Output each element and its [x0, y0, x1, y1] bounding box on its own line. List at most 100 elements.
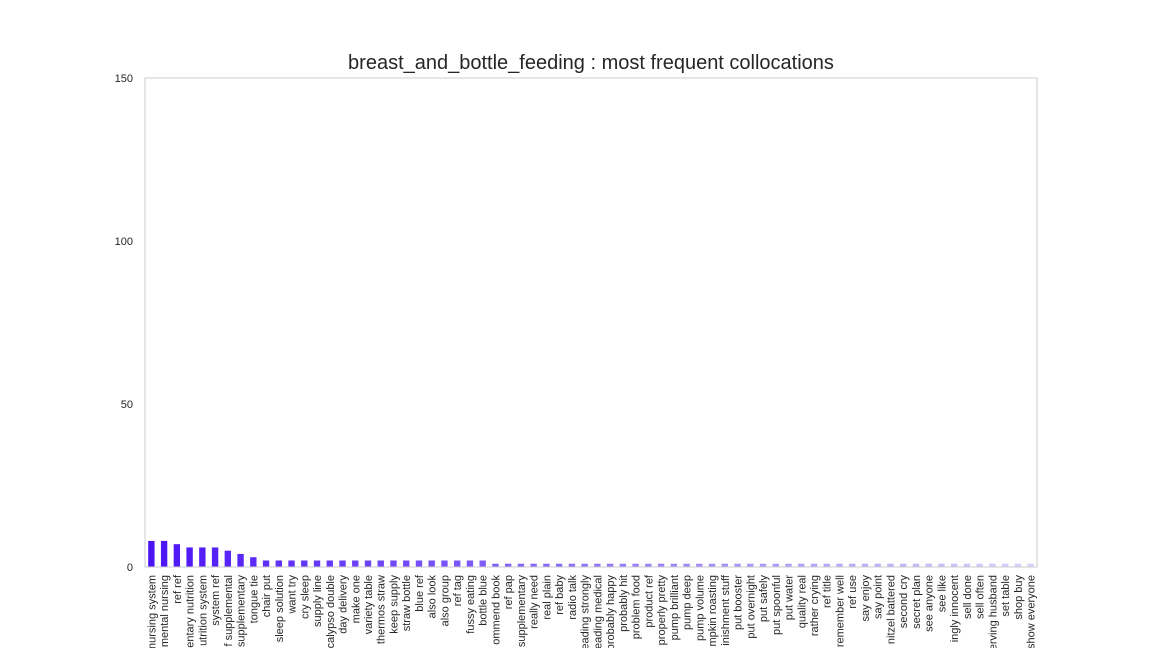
bar-32 — [555, 563, 563, 567]
bar-25 — [466, 560, 474, 567]
bar-14 — [326, 560, 333, 567]
bar-33 — [568, 563, 576, 567]
bar-47 — [747, 563, 754, 567]
bar-56 — [861, 563, 869, 567]
bar-55 — [849, 563, 856, 567]
x-tick-label: quality real — [796, 575, 808, 628]
x-tick-label: inishment stuff — [720, 574, 732, 646]
x-tick-label: erving husband — [987, 575, 999, 648]
x-tick-label: rather crying — [809, 575, 821, 636]
x-tick-label: set table — [1000, 575, 1012, 617]
x-tick-label: supplementary — [236, 575, 248, 648]
chart-title: breast_and_bottle_feeding : most frequen… — [348, 52, 834, 74]
bar-62 — [938, 563, 945, 567]
x-tick-label: problem food — [631, 575, 643, 639]
x-tick-label: properly pretty — [656, 575, 668, 646]
x-tick-label: show everyone — [1026, 575, 1038, 648]
bar-46 — [734, 563, 741, 567]
x-tick-label: put overnight — [745, 575, 757, 639]
x-tick-label: sleep solution — [274, 575, 286, 642]
bar-52 — [810, 563, 818, 567]
x-tick-label: real plain — [541, 575, 553, 620]
bar-28 — [504, 563, 512, 567]
x-tick-label: nitzel battered — [885, 575, 897, 644]
x-tick-label: put water — [784, 575, 796, 621]
x-tick-label: tongue tie — [248, 575, 260, 623]
bar-20 — [403, 560, 410, 567]
x-tick-label: say point — [873, 575, 885, 619]
bar-15 — [339, 560, 346, 567]
bar-6 — [224, 550, 232, 567]
x-tick-label: see like — [936, 575, 948, 612]
x-tick-label: radio talk — [567, 575, 579, 620]
x-tick-label: sell often — [975, 575, 987, 619]
x-tick-label: eading strongly — [580, 575, 592, 648]
x-tick-label: calypso double — [325, 575, 337, 648]
y-axis-ticks: 0 50 100 150 — [115, 73, 133, 574]
x-tick-label: ref pap — [503, 575, 515, 609]
x-tick-label: put spoonful — [771, 575, 783, 635]
x-tick-label: pump brilliant — [669, 575, 681, 640]
bar-57 — [874, 563, 881, 567]
bar-48 — [759, 563, 767, 567]
bar-41 — [670, 563, 678, 567]
bar-1 — [160, 540, 168, 567]
y-tick-label: 0 — [127, 562, 133, 574]
x-tick-label: utrition system — [197, 575, 209, 646]
x-tick-label: pump volume — [694, 575, 706, 641]
bar-12 — [301, 560, 308, 567]
bar-8 — [250, 557, 257, 567]
bar-30 — [530, 563, 537, 567]
bar-2 — [173, 544, 181, 567]
x-tick-label: eading medical — [592, 575, 604, 648]
bar-5 — [211, 547, 219, 567]
bar-19 — [390, 560, 397, 567]
bar-63 — [950, 563, 958, 567]
bar-36 — [606, 563, 614, 567]
y-tick-label: 100 — [115, 236, 133, 248]
bar-38 — [632, 563, 639, 567]
x-tick-label: nursing system — [146, 575, 158, 648]
bar-35 — [594, 563, 601, 567]
x-tick-label: say enjoy — [860, 575, 872, 622]
x-tick-label: ref baby — [554, 575, 566, 615]
bar-24 — [454, 560, 461, 567]
x-tick-label: really need — [529, 575, 541, 629]
x-tick-label: ref use — [847, 575, 859, 609]
x-tick-label: ingly innocent — [949, 575, 961, 642]
bar-64 — [963, 563, 971, 567]
x-tick-label: probably hit — [618, 575, 630, 632]
x-axis-labels: nursing system mental nursing ref ref entar… — [146, 574, 1037, 648]
bar-58 — [887, 563, 894, 567]
bar-54 — [836, 563, 843, 567]
bar-60 — [912, 563, 920, 567]
bar-23 — [441, 560, 448, 567]
bar-3 — [186, 547, 193, 567]
bar-11 — [288, 560, 295, 567]
x-tick-label: entary nutrition — [185, 575, 197, 648]
bar-9 — [262, 560, 270, 567]
bar-21 — [415, 560, 423, 567]
x-tick-label: also look — [427, 575, 439, 619]
x-tick-label: put safely — [758, 575, 770, 623]
y-tick-label: 150 — [115, 73, 133, 85]
bars-layer — [148, 540, 1034, 567]
x-tick-label: probably happy — [605, 575, 617, 648]
bar-42 — [683, 563, 690, 567]
x-tick-label: sell done — [962, 575, 974, 619]
x-tick-label: keep supply — [388, 575, 400, 634]
x-tick-label: mpkin roasting — [707, 575, 719, 647]
x-tick-label: second cry — [898, 575, 910, 629]
bar-37 — [619, 563, 627, 567]
x-tick-label: chair put — [261, 575, 273, 617]
x-tick-label: day delivery — [338, 575, 350, 634]
x-tick-label: see anyone — [924, 575, 936, 632]
bar-29 — [517, 563, 525, 567]
bar-13 — [313, 560, 321, 567]
bar-10 — [275, 560, 282, 567]
bar-16 — [352, 560, 359, 567]
bar-39 — [645, 563, 652, 567]
x-tick-label: system ref — [210, 574, 222, 626]
x-tick-label: straw bottle — [401, 575, 413, 631]
bar-43 — [696, 563, 703, 567]
